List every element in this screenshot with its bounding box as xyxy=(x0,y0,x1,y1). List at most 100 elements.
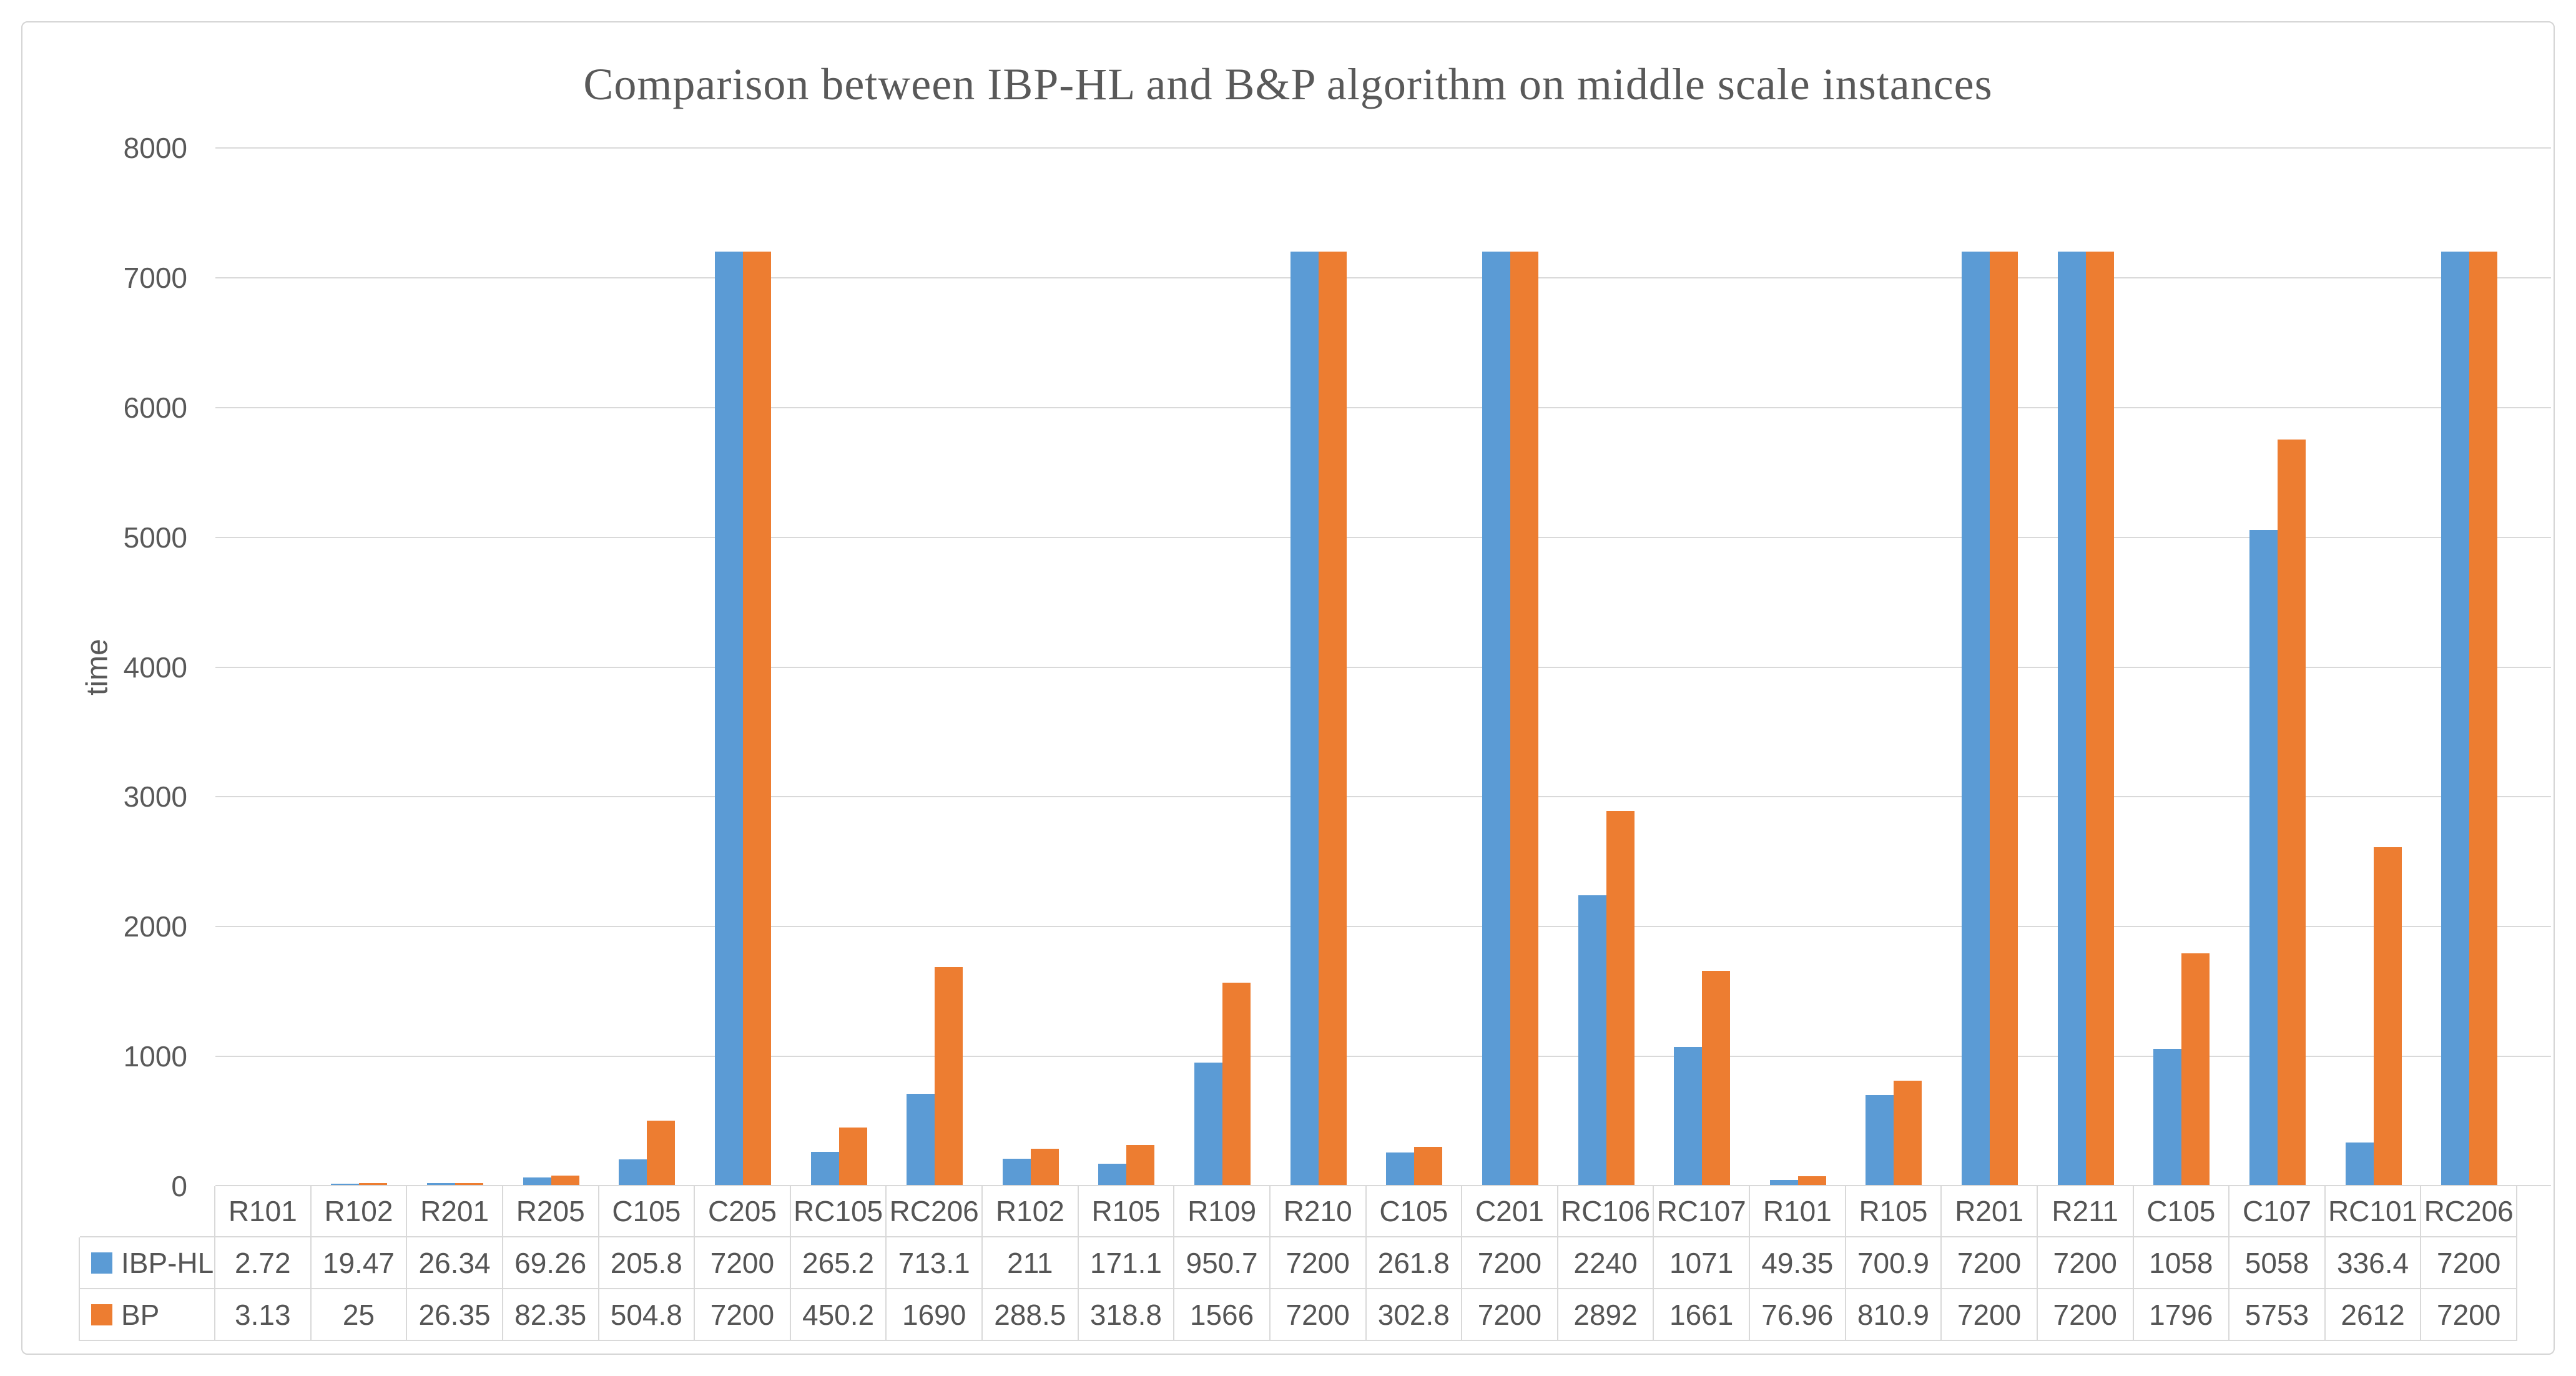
bar-bp xyxy=(1797,1176,1826,1186)
bar-bp xyxy=(1318,252,1347,1186)
gridline xyxy=(215,147,2551,149)
table-value-cell: 302.8 xyxy=(1366,1289,1463,1341)
table-value-cell: 1058 xyxy=(2133,1237,2230,1289)
bar-ibp-hl xyxy=(2153,1049,2182,1186)
table-value-cell: 7200 xyxy=(1270,1289,1367,1341)
bar-bp xyxy=(455,1182,484,1186)
table-value-cell: 171.1 xyxy=(1078,1237,1175,1289)
table-header-cell: R109 xyxy=(1174,1186,1271,1237)
table-header-cell: R101 xyxy=(215,1186,312,1237)
table-header-cell: RC206 xyxy=(2421,1186,2517,1237)
table-value-cell: 82.35 xyxy=(503,1289,599,1341)
bar-ibp-hl xyxy=(1002,1159,1031,1186)
table-header-cell: R101 xyxy=(1750,1186,1846,1237)
table-header-cell: C105 xyxy=(2133,1186,2230,1237)
table-header-cell: RC106 xyxy=(1558,1186,1654,1237)
bar-ibp-hl xyxy=(810,1151,839,1186)
bar-ibp-hl xyxy=(2345,1143,2374,1186)
table-value-cell: 7200 xyxy=(2421,1289,2517,1341)
bar-bp xyxy=(2373,847,2402,1186)
chart-frame: Comparison between IBP-HL and B&P algori… xyxy=(21,21,2555,1355)
table-value-cell: 26.34 xyxy=(407,1237,503,1289)
table-value-cell: 1661 xyxy=(1654,1289,1750,1341)
bar-bp xyxy=(359,1182,388,1186)
bar-bp xyxy=(1990,252,2018,1186)
y-tick-label: 3000 xyxy=(123,780,187,813)
y-tick-label: 7000 xyxy=(123,261,187,294)
table-value-cell: 2892 xyxy=(1558,1289,1654,1341)
legend-swatch-icon xyxy=(91,1304,112,1325)
chart-title: Comparison between IBP-HL and B&P algori… xyxy=(583,59,1993,109)
table-value-cell: 261.8 xyxy=(1366,1237,1463,1289)
y-tick-label: 2000 xyxy=(123,910,187,943)
y-tick-label: 8000 xyxy=(123,132,187,164)
table-value-cell: 2.72 xyxy=(215,1237,312,1289)
table-header-cell: RC105 xyxy=(790,1186,887,1237)
table-value-cell: 7200 xyxy=(1942,1237,2038,1289)
table-value-cell: 7200 xyxy=(1462,1289,1558,1341)
bar-ibp-hl xyxy=(907,1093,935,1186)
bar-ibp-hl xyxy=(331,1183,360,1186)
bar-bp xyxy=(2277,440,2306,1186)
bar-ibp-hl xyxy=(1290,252,1319,1186)
gridline xyxy=(215,536,2551,538)
table-value-cell: 700.9 xyxy=(1846,1237,1942,1289)
table-header-cell: R102 xyxy=(983,1186,1079,1237)
bar-ibp-hl xyxy=(1386,1152,1415,1186)
bar-bp xyxy=(2181,953,2210,1186)
legend-series-name: BP xyxy=(121,1298,160,1331)
table-value-cell: 1690 xyxy=(887,1289,983,1341)
table-value-cell: 49.35 xyxy=(1750,1237,1846,1289)
legend-column-left-border xyxy=(79,1237,80,1341)
bar-bp xyxy=(935,966,963,1186)
bar-bp xyxy=(551,1175,579,1186)
table-value-cell: 713.1 xyxy=(887,1237,983,1289)
bar-bp xyxy=(1222,983,1251,1186)
table-value-cell: 1071 xyxy=(1654,1237,1750,1289)
table-value-cell: 19.47 xyxy=(311,1237,408,1289)
bar-ibp-hl xyxy=(1674,1047,1703,1186)
table-value-cell: 7200 xyxy=(1462,1237,1558,1289)
x-axis-line xyxy=(215,1185,2551,1186)
table-header-cell: R201 xyxy=(407,1186,503,1237)
y-tick-label: 6000 xyxy=(123,391,187,424)
table-value-cell: 76.96 xyxy=(1750,1289,1846,1341)
table-value-cell: 5753 xyxy=(2229,1289,2326,1341)
table-value-cell: 1566 xyxy=(1174,1289,1271,1341)
table-header-cell: C107 xyxy=(2229,1186,2326,1237)
table-value-cell: 336.4 xyxy=(2325,1237,2422,1289)
table-header-cell: C201 xyxy=(1462,1186,1558,1237)
table-header-cell: R205 xyxy=(503,1186,599,1237)
table-header-cell: R211 xyxy=(2037,1186,2134,1237)
bar-ibp-hl xyxy=(2249,529,2278,1186)
y-tick-label: 5000 xyxy=(123,521,187,554)
table-value-cell: 2240 xyxy=(1558,1237,1654,1289)
bar-ibp-hl xyxy=(2441,252,2470,1186)
bar-bp xyxy=(1894,1081,1922,1186)
bar-bp xyxy=(1414,1147,1443,1186)
table-value-cell: 2612 xyxy=(2325,1289,2422,1341)
table-header-cell: R102 xyxy=(311,1186,408,1237)
table-header-cell: RC107 xyxy=(1654,1186,1750,1237)
table-header-cell: RC101 xyxy=(2325,1186,2422,1237)
bar-bp xyxy=(742,252,771,1186)
y-tick-label: 1000 xyxy=(123,1040,187,1073)
table-header-cell: R105 xyxy=(1078,1186,1175,1237)
gridline xyxy=(215,796,2551,798)
table-header-cell: R210 xyxy=(1270,1186,1367,1237)
table-value-cell: 205.8 xyxy=(599,1237,696,1289)
gridline xyxy=(215,406,2551,408)
table-value-cell: 810.9 xyxy=(1846,1289,1942,1341)
table-value-cell: 7200 xyxy=(1270,1237,1367,1289)
bar-ibp-hl xyxy=(1578,895,1606,1186)
table-value-cell: 7200 xyxy=(695,1289,791,1341)
table-value-cell: 5058 xyxy=(2229,1237,2326,1289)
bar-bp xyxy=(2085,252,2114,1186)
table-header-cell: R201 xyxy=(1942,1186,2038,1237)
table-value-cell: 504.8 xyxy=(599,1289,696,1341)
bar-bp xyxy=(2469,252,2498,1186)
table-header-cell: RC206 xyxy=(887,1186,983,1237)
y-tick-label: 0 xyxy=(171,1170,187,1202)
table-value-cell: 1796 xyxy=(2133,1289,2230,1341)
gridline xyxy=(215,666,2551,668)
